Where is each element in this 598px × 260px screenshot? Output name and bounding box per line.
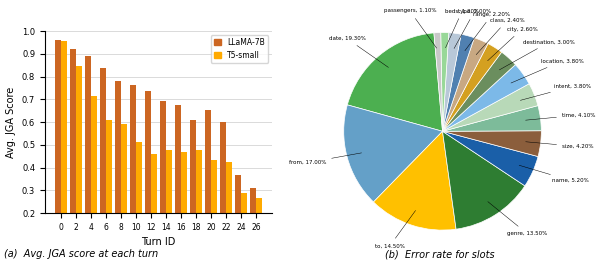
Bar: [211, 160, 216, 259]
Wedge shape: [443, 38, 488, 131]
Bar: [100, 68, 106, 259]
Text: size, 4.20%: size, 4.20%: [526, 142, 594, 149]
Text: beds, 1.30%: beds, 1.30%: [446, 8, 480, 48]
Wedge shape: [443, 52, 515, 131]
Text: city, 2.60%: city, 2.60%: [487, 27, 537, 61]
Wedge shape: [374, 131, 456, 230]
Bar: [151, 154, 157, 259]
Text: from, 17.00%: from, 17.00%: [289, 153, 362, 165]
Wedge shape: [443, 33, 461, 131]
Bar: [106, 120, 112, 259]
Wedge shape: [443, 131, 525, 229]
Wedge shape: [344, 105, 443, 202]
Text: class, 2.40%: class, 2.40%: [476, 18, 524, 55]
Text: genre, 13.50%: genre, 13.50%: [488, 202, 547, 236]
Bar: [61, 41, 66, 259]
Bar: [70, 49, 76, 259]
Text: passengers, 1.10%: passengers, 1.10%: [384, 8, 437, 48]
Bar: [181, 152, 187, 259]
Bar: [136, 141, 142, 259]
Bar: [145, 92, 151, 259]
Bar: [166, 150, 172, 259]
Bar: [251, 188, 256, 259]
Bar: [220, 122, 226, 259]
Bar: [256, 198, 262, 259]
Bar: [76, 67, 81, 259]
Wedge shape: [443, 131, 538, 186]
Wedge shape: [443, 44, 502, 131]
Y-axis label: Avg. JGA Score: Avg. JGA Score: [7, 87, 16, 158]
Bar: [196, 150, 202, 259]
Wedge shape: [443, 65, 529, 131]
Bar: [85, 56, 91, 259]
X-axis label: Turn ID: Turn ID: [141, 237, 176, 248]
Text: (b)  Error rate for slots: (b) Error rate for slots: [385, 249, 495, 259]
Wedge shape: [434, 32, 443, 131]
Bar: [241, 193, 247, 259]
Text: (a)  Avg. JGA score at each turn: (a) Avg. JGA score at each turn: [4, 249, 158, 259]
Text: type, 2.00%: type, 2.00%: [454, 9, 491, 49]
Bar: [160, 101, 166, 259]
Wedge shape: [443, 131, 541, 157]
Bar: [236, 174, 241, 259]
Wedge shape: [443, 84, 538, 131]
Bar: [115, 81, 121, 259]
Bar: [175, 105, 181, 259]
Text: intent, 3.80%: intent, 3.80%: [520, 84, 591, 100]
Wedge shape: [443, 34, 474, 131]
Legend: LLaMA-7B, T5-small: LLaMA-7B, T5-small: [210, 35, 269, 63]
Bar: [130, 85, 136, 259]
Text: range, 2.20%: range, 2.20%: [465, 12, 510, 51]
Bar: [226, 162, 232, 259]
Text: to, 14.50%: to, 14.50%: [375, 211, 416, 248]
Text: name, 5.20%: name, 5.20%: [519, 165, 589, 183]
Bar: [121, 125, 127, 259]
Bar: [91, 96, 97, 259]
Bar: [205, 110, 211, 259]
Text: time, 4.10%: time, 4.10%: [526, 113, 596, 120]
Bar: [190, 120, 196, 259]
Wedge shape: [441, 32, 448, 131]
Text: date, 19.30%: date, 19.30%: [328, 36, 389, 67]
Bar: [55, 40, 61, 259]
Wedge shape: [347, 33, 443, 131]
Wedge shape: [443, 106, 541, 131]
Text: location, 3.80%: location, 3.80%: [511, 59, 583, 83]
Text: destination, 3.00%: destination, 3.00%: [499, 40, 575, 70]
